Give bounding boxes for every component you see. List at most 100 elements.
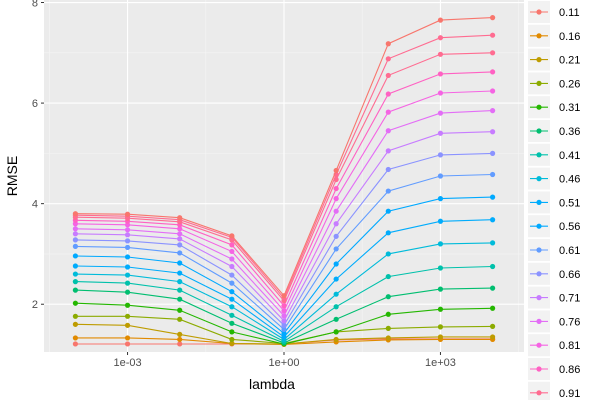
data-point (72, 313, 78, 319)
legend-item: 0.16 (528, 24, 580, 47)
data-point (72, 243, 78, 249)
data-point (229, 296, 235, 302)
legend-item: 0.91 (528, 381, 580, 400)
data-point (437, 51, 444, 57)
data-point (333, 276, 339, 282)
data-point (72, 231, 78, 237)
data-point (437, 71, 444, 77)
data-point (385, 188, 391, 194)
data-point (281, 303, 287, 309)
data-point (437, 241, 444, 247)
data-point (385, 335, 391, 341)
data-point (177, 215, 183, 221)
data-point (333, 246, 339, 252)
data-point (437, 152, 444, 158)
data-point (124, 313, 131, 319)
data-point (72, 237, 78, 243)
data-point (490, 263, 496, 270)
data-point (490, 194, 496, 200)
data-point (72, 341, 78, 347)
data-point (385, 128, 391, 134)
data-point (281, 326, 287, 332)
legend: 0.11 0.16 0.21 0.26 0.31 0.36 0.41 0.46 0.51 0.56… (528, 1, 580, 400)
data-point (72, 271, 78, 277)
data-point (229, 340, 235, 347)
y-tick-label: 6 (32, 98, 38, 110)
data-point (124, 244, 131, 251)
legend-label: 0.31 (559, 102, 580, 114)
data-point (437, 334, 444, 340)
data-point (490, 88, 496, 94)
data-point (437, 17, 444, 23)
data-point (229, 304, 235, 310)
x-tick-label: 1e+03 (425, 357, 456, 369)
legend-item: 0.46 (528, 167, 580, 190)
data-point (333, 167, 339, 174)
data-point (72, 300, 78, 306)
legend-key-point (536, 271, 542, 277)
data-point (124, 272, 131, 278)
legend-label: 0.51 (559, 197, 580, 209)
data-point (385, 273, 391, 280)
data-point (490, 129, 496, 135)
data-point (177, 336, 183, 343)
data-point (281, 293, 287, 299)
legend-label: 0.76 (559, 316, 580, 328)
data-point (437, 110, 444, 116)
data-point (333, 221, 339, 227)
data-point (333, 304, 339, 310)
legend-key-point (536, 247, 542, 253)
legend-label: 0.16 (559, 31, 580, 43)
data-point (124, 322, 131, 328)
data-point (177, 231, 183, 237)
data-point (490, 305, 496, 311)
legend-key-point (536, 128, 542, 134)
data-point (177, 279, 183, 285)
data-point (124, 289, 131, 295)
legend-key-point (536, 33, 542, 39)
series-lines (72, 15, 496, 348)
data-point (124, 211, 131, 217)
legend-item: 0.61 (528, 239, 580, 261)
data-point (229, 312, 235, 318)
data-point (177, 260, 183, 266)
data-point (385, 311, 391, 317)
legend-label: 0.41 (559, 150, 580, 162)
legend-label: 0.26 (559, 78, 580, 90)
legend-item: 0.21 (528, 48, 580, 71)
data-point (124, 335, 131, 341)
data-point (124, 232, 131, 238)
data-point (124, 227, 131, 233)
data-point (177, 242, 183, 248)
data-point (333, 196, 339, 202)
data-point (437, 286, 444, 292)
y-tick-label: 8 (32, 0, 38, 10)
legend-item: 0.71 (528, 286, 580, 309)
legend-item: 0.81 (528, 334, 580, 357)
data-point (177, 226, 183, 232)
data-point (490, 217, 496, 223)
legend-key-point (536, 9, 542, 15)
data-point (333, 336, 339, 343)
data-point (385, 41, 391, 47)
data-point (490, 32, 496, 38)
legend-label: 0.61 (559, 245, 580, 257)
legend-label: 0.46 (559, 174, 580, 186)
data-point (385, 208, 391, 214)
y-tick-label: 2 (32, 299, 38, 311)
data-point (490, 285, 496, 291)
data-point (124, 302, 131, 308)
data-point (333, 329, 339, 335)
data-point (333, 185, 339, 192)
data-point (177, 236, 183, 242)
data-point (72, 253, 78, 259)
data-point (229, 272, 235, 278)
data-point (72, 263, 78, 269)
data-point (124, 341, 131, 347)
data-point (229, 233, 235, 239)
data-point (124, 238, 131, 244)
data-point (437, 306, 444, 312)
data-point (281, 308, 287, 314)
data-point (333, 261, 339, 267)
